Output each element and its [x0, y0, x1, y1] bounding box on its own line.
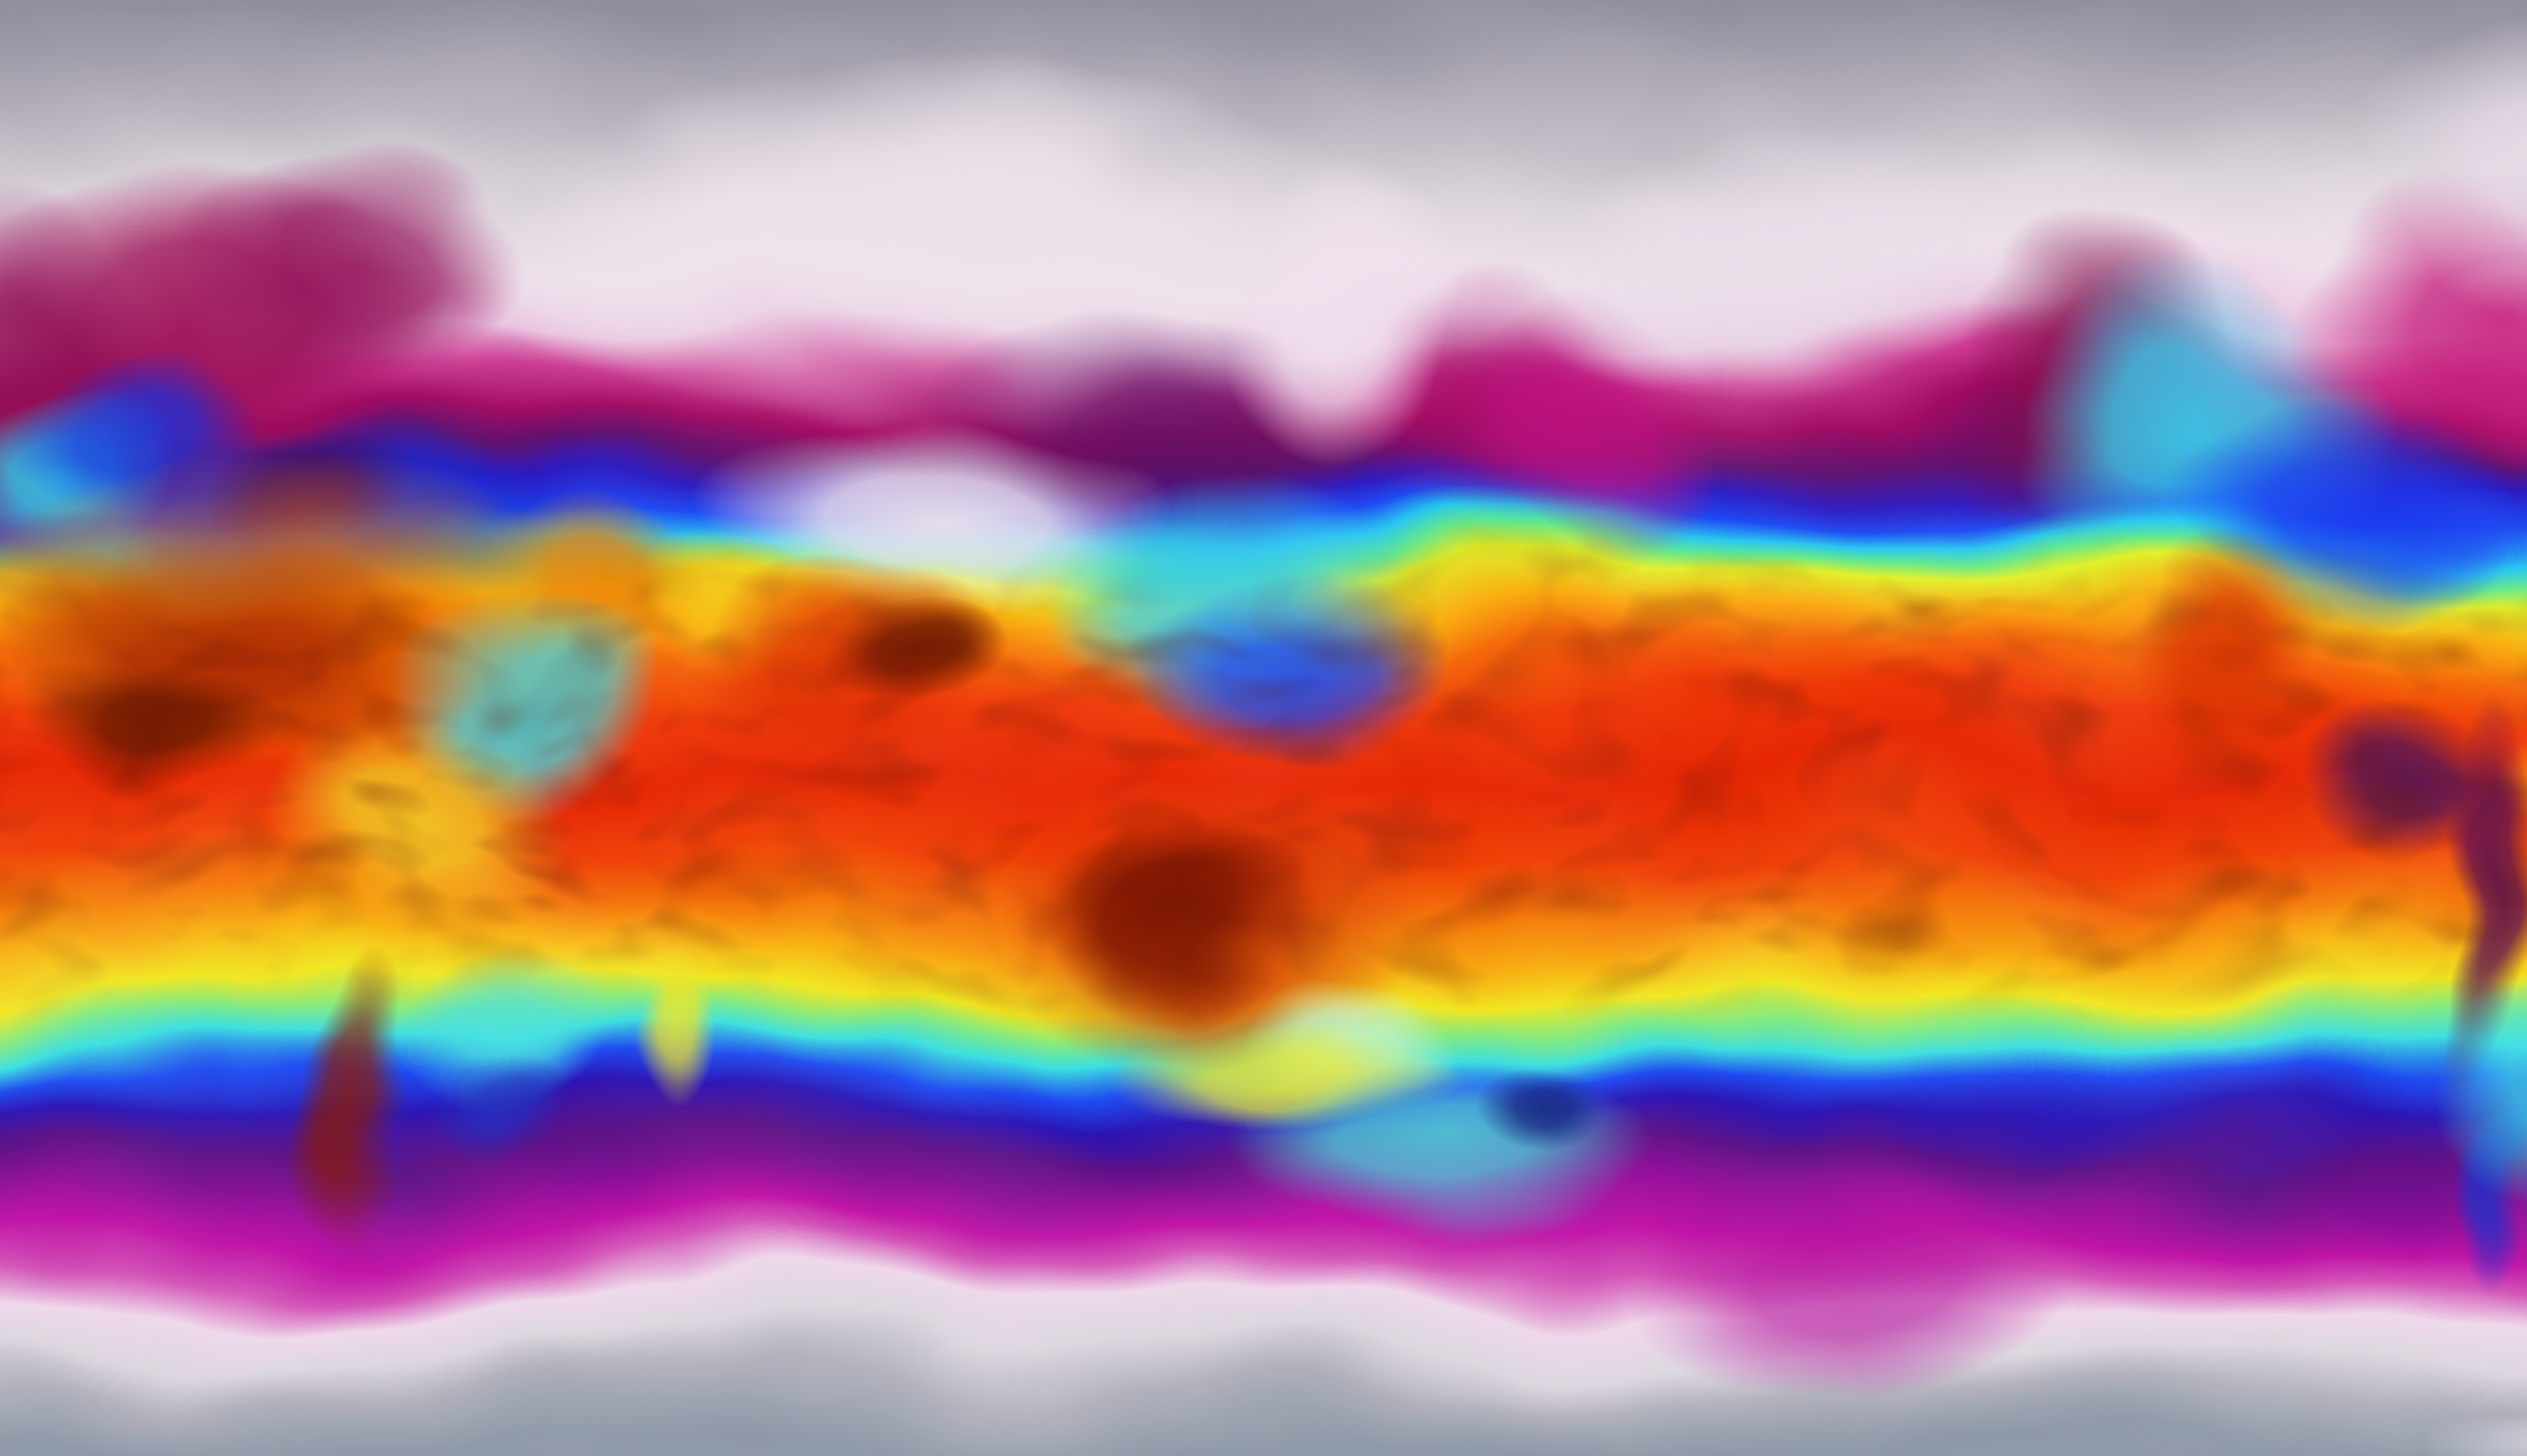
- global-temperature-map: [0, 0, 2527, 1456]
- global-heatmap-svg: [0, 0, 2527, 1456]
- fluid-layer-group: [0, 0, 2527, 1456]
- tropic-grain-texture: [0, 0, 2527, 1456]
